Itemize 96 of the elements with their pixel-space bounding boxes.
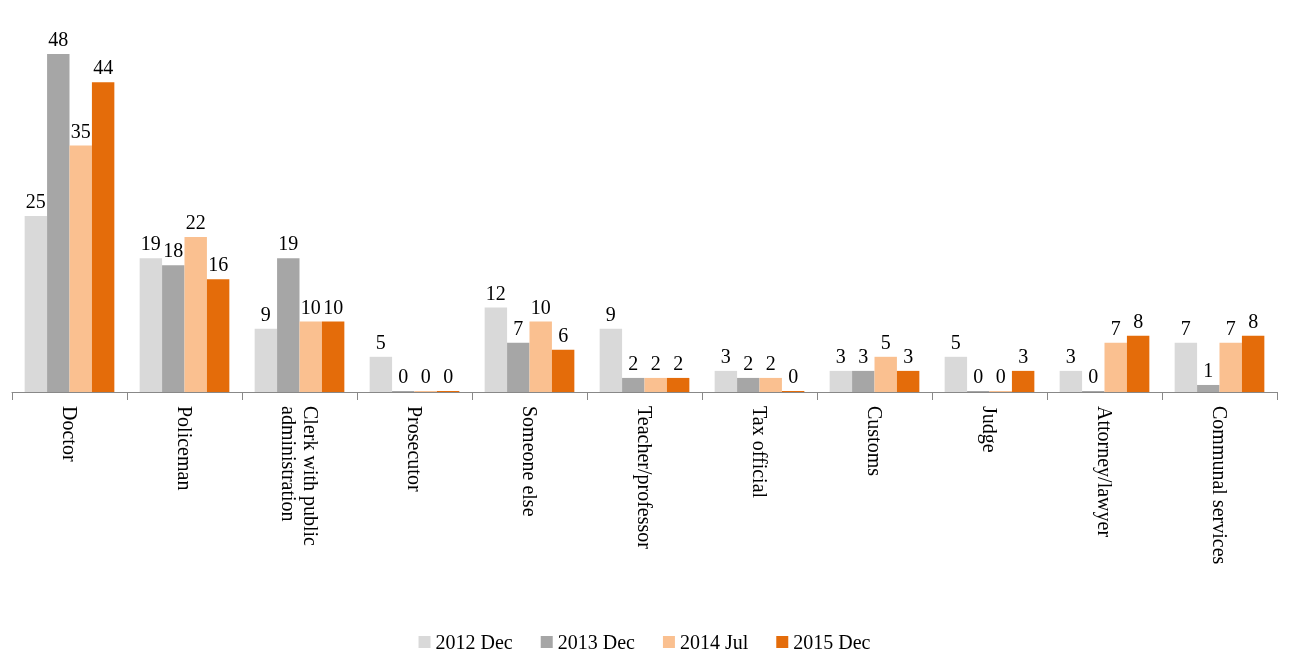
bar: [1241, 335, 1265, 392]
bar: [852, 370, 875, 392]
bar: [666, 377, 690, 392]
x-tick-label: Policeman: [173, 406, 196, 491]
bar: [1104, 342, 1127, 392]
bar: [829, 370, 853, 392]
bar: [206, 279, 230, 392]
bar: [1059, 370, 1083, 392]
data-label: 10: [530, 295, 551, 318]
bar: [321, 321, 345, 392]
bar: [737, 377, 760, 392]
bar: [139, 258, 163, 392]
data-label: 0: [788, 365, 799, 387]
x-tick-label: Doctor: [58, 406, 81, 462]
legend-label: 2012 Dec: [435, 631, 513, 653]
data-label: 5: [880, 330, 891, 353]
bar: [1219, 342, 1242, 392]
data-label: 10: [323, 295, 344, 318]
data-label: 2: [628, 351, 639, 374]
data-label: 6: [558, 323, 569, 346]
bar: [1011, 370, 1035, 392]
x-tick-label: Teacher/professor: [632, 406, 656, 550]
data-label: 3: [858, 344, 869, 367]
bar: [714, 370, 738, 392]
data-label: 1: [1203, 358, 1214, 381]
bar: [299, 321, 322, 392]
data-label: 0: [398, 365, 409, 387]
data-label: 3: [1018, 344, 1029, 367]
data-label: 3: [903, 344, 914, 367]
bar: [24, 216, 48, 392]
x-tick-label: Tax official: [748, 406, 771, 499]
data-label: 10: [300, 295, 321, 318]
data-label: 19: [140, 232, 161, 255]
bar: [551, 349, 575, 392]
x-tick-label: Communal services: [1208, 406, 1231, 565]
data-label: 0: [973, 365, 984, 387]
data-label: 44: [93, 56, 114, 79]
bar: [277, 258, 300, 392]
data-label: 19: [278, 232, 299, 255]
data-label: 9: [605, 302, 616, 325]
x-tick-label: Attorney/lawyer: [1092, 406, 1116, 538]
data-label: 0: [995, 365, 1006, 387]
bar: [369, 356, 393, 392]
legend-label: 2013 Dec: [557, 631, 636, 653]
data-label: 12: [485, 281, 506, 304]
bar: [1126, 335, 1150, 392]
data-label: 2: [765, 351, 776, 374]
bar: [529, 321, 552, 392]
data-label: 7: [1225, 316, 1236, 339]
data-label: 3: [720, 344, 731, 367]
data-label: 9: [260, 302, 271, 325]
bar: [944, 356, 968, 392]
data-label: 7: [513, 316, 524, 339]
legend-label: 2014 Jul: [679, 631, 749, 653]
data-label: 48: [48, 28, 69, 51]
bar: [644, 377, 667, 392]
data-label: 0: [443, 365, 454, 387]
data-label: 35: [70, 119, 91, 142]
bar: [162, 265, 185, 392]
x-tick-label: Judge: [977, 406, 1001, 453]
data-label: 5: [375, 330, 386, 353]
bar: [484, 307, 508, 392]
data-label: 25: [25, 190, 46, 212]
data-label: 2: [673, 351, 684, 374]
bar: [47, 54, 70, 392]
data-label: 0: [1088, 365, 1099, 387]
x-tick-label: Someone else: [518, 406, 541, 517]
data-label: 0: [420, 365, 431, 387]
bar: [874, 356, 897, 392]
bar: [599, 328, 623, 392]
bar: [896, 370, 920, 392]
data-label: 2: [650, 351, 661, 374]
data-label: 3: [835, 344, 846, 367]
bar: [91, 82, 115, 392]
data-label: 3: [1065, 344, 1076, 367]
data-label: 8: [1133, 309, 1144, 332]
x-tick-label: Clerk with public administration: [277, 406, 322, 551]
data-label: 22: [185, 211, 206, 234]
bar: [1197, 384, 1220, 392]
data-label: 7: [1180, 316, 1191, 339]
data-label: 16: [208, 253, 229, 276]
x-tick-label: Customs: [863, 406, 886, 477]
bar: [254, 328, 278, 392]
bar: [69, 145, 92, 392]
x-tick-label: Prosecutor: [403, 406, 426, 492]
bar: [184, 237, 207, 392]
data-label: 8: [1248, 309, 1259, 332]
data-label: 2: [743, 351, 754, 374]
data-label: 7: [1110, 316, 1121, 339]
data-label: 18: [163, 239, 184, 262]
bar: [759, 377, 782, 392]
legend-label: 2015 Dec: [793, 631, 871, 653]
bar: [1174, 342, 1198, 392]
data-label: 5: [950, 330, 961, 353]
bar: [622, 377, 645, 392]
bar: [507, 342, 530, 392]
